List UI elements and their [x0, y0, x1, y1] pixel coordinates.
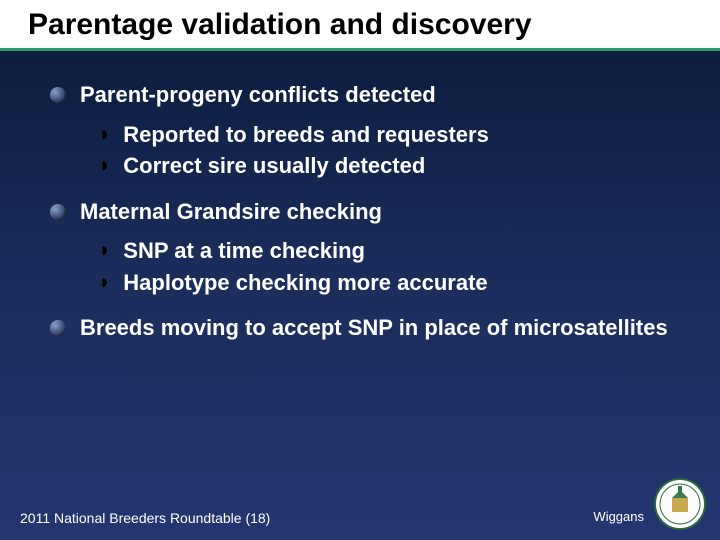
arrow-icon: ◗ [98, 121, 111, 147]
sub-bullet-text: Reported to breeds and requesters [123, 121, 489, 149]
arrow-icon: ◗ [98, 237, 111, 263]
slide-title: Parentage validation and discovery [28, 8, 532, 41]
sub-bullet-list: ◗ Reported to breeds and requesters ◗ Co… [98, 121, 680, 180]
disc-icon [50, 87, 66, 103]
arrow-icon: ◗ [98, 269, 111, 295]
bullet-text: Parent-progeny conflicts detected [80, 81, 436, 109]
footer-left-text: 2011 National Breeders Roundtable (18) [20, 510, 270, 526]
sub-bullet-text: Haplotype checking more accurate [123, 269, 487, 297]
disc-icon [50, 320, 66, 336]
seal-icon [654, 478, 706, 530]
footer: 2011 National Breeders Roundtable (18) W… [20, 509, 700, 526]
bullet-text: Breeds moving to accept SNP in place of … [80, 314, 668, 342]
bullet-item: Parent-progeny conflicts detected [50, 81, 680, 109]
content-area: Parent-progeny conflicts detected ◗ Repo… [0, 53, 720, 342]
footer-right-text: Wiggans [593, 509, 644, 524]
bullet-text: Maternal Grandsire checking [80, 198, 382, 226]
disc-icon [50, 204, 66, 220]
sub-bullet-text: SNP at a time checking [123, 237, 365, 265]
sub-bullet-item: ◗ Correct sire usually detected [98, 152, 680, 180]
sub-bullet-item: ◗ SNP at a time checking [98, 237, 680, 265]
sub-bullet-item: ◗ Haplotype checking more accurate [98, 269, 680, 297]
bullet-item: Breeds moving to accept SNP in place of … [50, 314, 680, 342]
bullet-item: Maternal Grandsire checking [50, 198, 680, 226]
sub-bullet-text: Correct sire usually detected [123, 152, 425, 180]
title-bar: Parentage validation and discovery [0, 0, 720, 48]
arrow-icon: ◗ [98, 152, 111, 178]
sub-bullet-item: ◗ Reported to breeds and requesters [98, 121, 680, 149]
title-divider [0, 48, 720, 51]
sub-bullet-list: ◗ SNP at a time checking ◗ Haplotype che… [98, 237, 680, 296]
